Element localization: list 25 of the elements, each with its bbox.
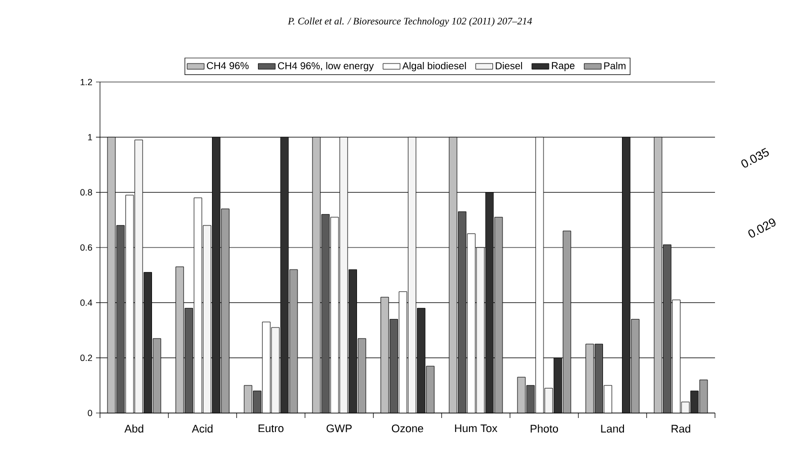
legend-label: CH4 96%, low energy	[278, 62, 374, 72]
x-tick-label: Ozone	[392, 424, 424, 432]
text: 0.029	[748, 218, 776, 238]
x-tick-label: Land	[601, 424, 624, 433]
y-tick-label: 1	[88, 134, 92, 140]
text: P. Collet et al. / Bioresource Technology 102 (2011) 207–214	[288, 17, 532, 27]
x-tick-label: Rad	[672, 424, 690, 433]
x-tick-label: Photo	[530, 424, 558, 433]
text: 0.035	[741, 148, 769, 168]
y-tick-label: 0.8	[80, 189, 92, 196]
x-tick-label: Eutro	[258, 424, 284, 432]
legend-label: CH4 96%	[206, 62, 249, 70]
x-tick-label: Abd	[124, 424, 144, 433]
y-tick-label: 0.4	[80, 299, 92, 306]
legend-label: Rape	[552, 62, 575, 72]
x-tick-label: Acid	[192, 424, 212, 433]
y-tick-label: 0	[88, 410, 92, 416]
y-tick-label: 0.6	[80, 244, 92, 251]
y-tick-label: 0.2	[80, 354, 92, 362]
x-tick-label: Hum Tox	[455, 424, 498, 432]
x-tick-label: GWP	[326, 424, 352, 432]
y-tick-label: 1.2	[80, 78, 92, 86]
legend-label: Palm	[604, 62, 626, 70]
legend-label: Algal biodiesel	[402, 62, 466, 72]
legend-label: Diesel	[496, 62, 522, 70]
